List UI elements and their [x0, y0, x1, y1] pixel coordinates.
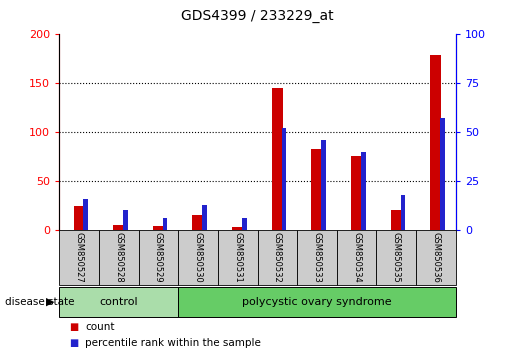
Text: GDS4399 / 233229_at: GDS4399 / 233229_at [181, 9, 334, 23]
Bar [153, 226, 164, 230]
Bar [113, 225, 124, 230]
Text: GSM850533: GSM850533 [313, 232, 321, 283]
Bar [351, 156, 362, 230]
Bar [218, 230, 258, 285]
Text: GSM850535: GSM850535 [392, 232, 401, 283]
Bar [431, 55, 441, 230]
Text: GSM850529: GSM850529 [154, 232, 163, 283]
Bar [416, 230, 456, 285]
Bar [193, 215, 203, 230]
Bar [99, 230, 139, 285]
Bar [83, 199, 88, 230]
Bar [178, 230, 218, 285]
Text: disease state: disease state [5, 297, 75, 307]
Bar [163, 218, 167, 230]
Text: GSM850531: GSM850531 [233, 232, 242, 283]
Text: GSM850527: GSM850527 [75, 232, 83, 283]
Text: ■: ■ [70, 322, 79, 332]
Text: ▶: ▶ [45, 297, 54, 307]
Text: polycystic ovary syndrome: polycystic ovary syndrome [242, 297, 392, 307]
Bar [297, 230, 337, 285]
Text: ■: ■ [70, 338, 79, 348]
Text: percentile rank within the sample: percentile rank within the sample [85, 338, 261, 348]
Bar [312, 149, 322, 230]
Text: control: control [99, 297, 138, 307]
Bar [59, 230, 99, 285]
Text: GSM850532: GSM850532 [273, 232, 282, 283]
Bar [376, 230, 416, 285]
Bar [242, 218, 247, 230]
Bar [178, 287, 456, 317]
Bar [321, 140, 326, 230]
Bar [59, 287, 178, 317]
Bar [139, 230, 178, 285]
Bar [258, 230, 297, 285]
Bar [337, 230, 376, 285]
Bar [401, 195, 405, 230]
Bar [282, 128, 286, 230]
Bar [440, 118, 445, 230]
Bar [272, 88, 283, 230]
Bar [232, 227, 243, 230]
Bar [391, 210, 402, 230]
Bar [361, 152, 366, 230]
Text: GSM850528: GSM850528 [114, 232, 123, 283]
Bar [123, 210, 128, 230]
Text: GSM850536: GSM850536 [432, 232, 440, 283]
Text: GSM850534: GSM850534 [352, 232, 361, 283]
Text: GSM850530: GSM850530 [194, 232, 202, 283]
Bar [74, 206, 84, 230]
Bar [202, 205, 207, 230]
Text: count: count [85, 322, 114, 332]
